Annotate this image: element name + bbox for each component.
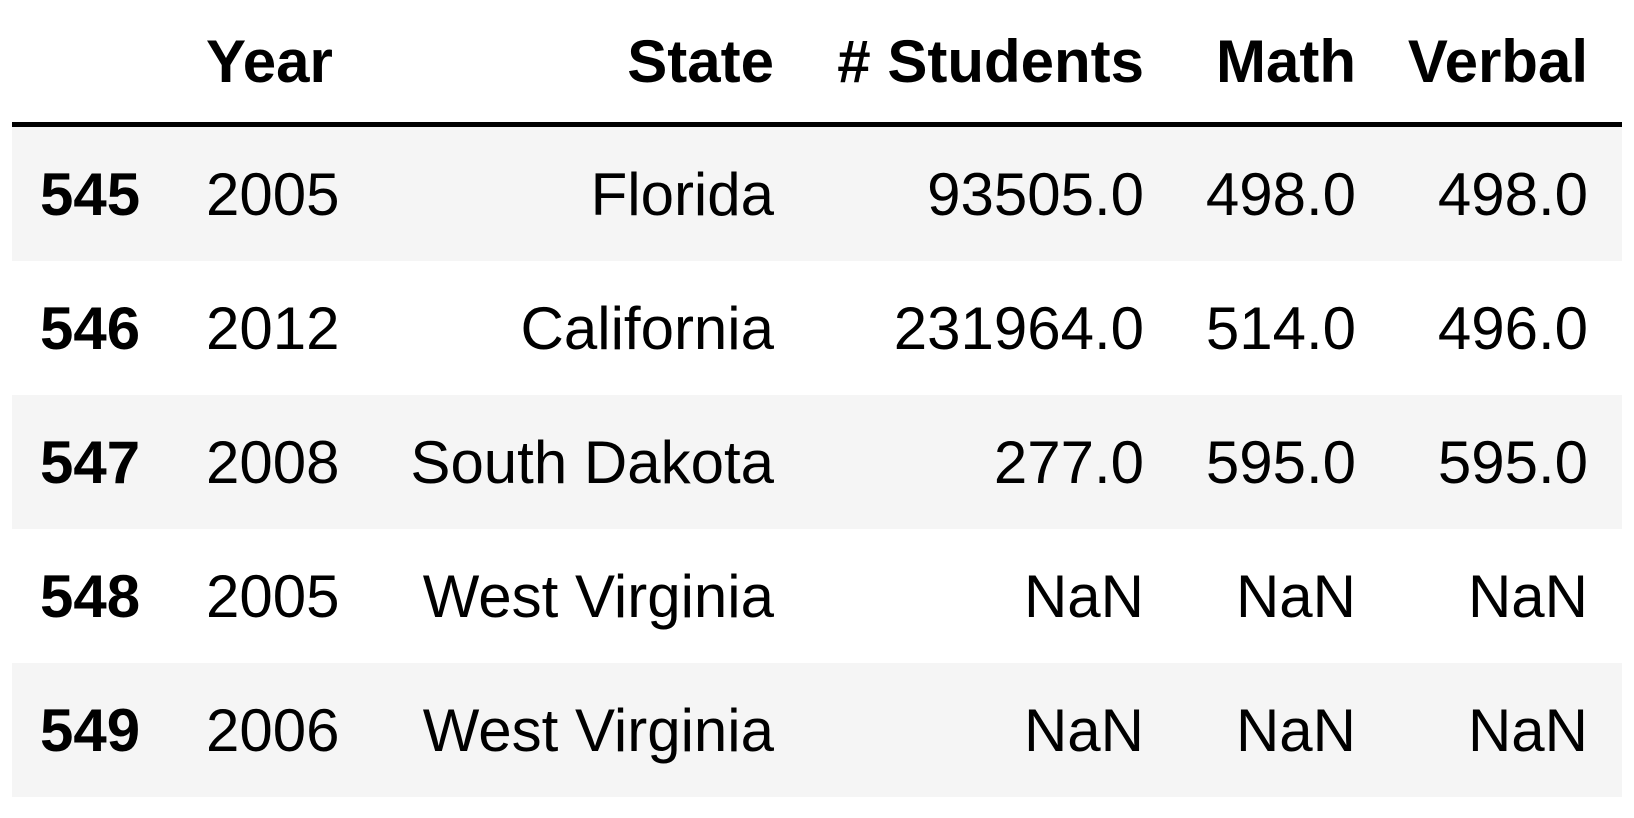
cell-verbal: 498.0: [1437, 160, 1588, 228]
table-row: 549 2006 West Virginia NaN NaN NaN: [12, 663, 1622, 797]
row-index: 546: [40, 294, 141, 362]
cell-math: NaN: [1235, 696, 1356, 764]
cell-year: 2012: [206, 294, 340, 362]
cell-students: 93505.0: [927, 160, 1144, 228]
cell-students: 231964.0: [893, 294, 1144, 362]
table-row: 547 2008 South Dakota 277.0 595.0 595.0: [12, 395, 1622, 529]
cell-state: South Dakota: [410, 428, 774, 496]
header-row: Year State # Students Math Verbal: [12, 0, 1622, 127]
cell-students: NaN: [1023, 562, 1144, 630]
cell-state: West Virginia: [422, 696, 774, 764]
cell-verbal: 496.0: [1437, 294, 1588, 362]
column-header-math: Math: [1178, 0, 1390, 127]
column-header-year: Year: [182, 0, 362, 127]
cell-verbal: 595.0: [1437, 428, 1588, 496]
table-row: 545 2005 Florida 93505.0 498.0 498.0: [12, 124, 1622, 261]
index-header: [12, 0, 182, 127]
cell-math: 498.0: [1205, 160, 1356, 228]
cell-math: NaN: [1235, 562, 1356, 630]
row-index: 545: [40, 160, 141, 228]
cell-state: West Virginia: [422, 562, 774, 630]
table-body: 545 2005 Florida 93505.0 498.0 498.0 546…: [12, 124, 1622, 797]
cell-verbal: NaN: [1467, 696, 1588, 764]
cell-state: Florida: [590, 160, 774, 228]
column-header-state: State: [362, 0, 808, 127]
column-header-students: # Students: [808, 0, 1178, 127]
cell-year: 2005: [206, 160, 340, 228]
cell-year: 2005: [206, 562, 340, 630]
cell-state: California: [520, 294, 774, 362]
cell-students: 277.0: [993, 428, 1144, 496]
row-index: 549: [40, 696, 141, 764]
cell-math: 514.0: [1205, 294, 1356, 362]
cell-verbal: NaN: [1467, 562, 1588, 630]
row-index: 548: [40, 562, 141, 630]
row-index: 547: [40, 428, 141, 496]
table-row: 546 2012 California 231964.0 514.0 496.0: [12, 261, 1622, 395]
dataframe-table-container: Year State # Students Math Verbal 545 20…: [12, 0, 1622, 797]
dataframe-table: Year State # Students Math Verbal 545 20…: [12, 0, 1622, 797]
cell-students: NaN: [1023, 696, 1144, 764]
column-header-verbal: Verbal: [1390, 0, 1622, 127]
table-header: Year State # Students Math Verbal: [12, 0, 1622, 127]
cell-year: 2008: [206, 428, 340, 496]
table-row: 548 2005 West Virginia NaN NaN NaN: [12, 529, 1622, 663]
cell-year: 2006: [206, 696, 340, 764]
cell-math: 595.0: [1205, 428, 1356, 496]
